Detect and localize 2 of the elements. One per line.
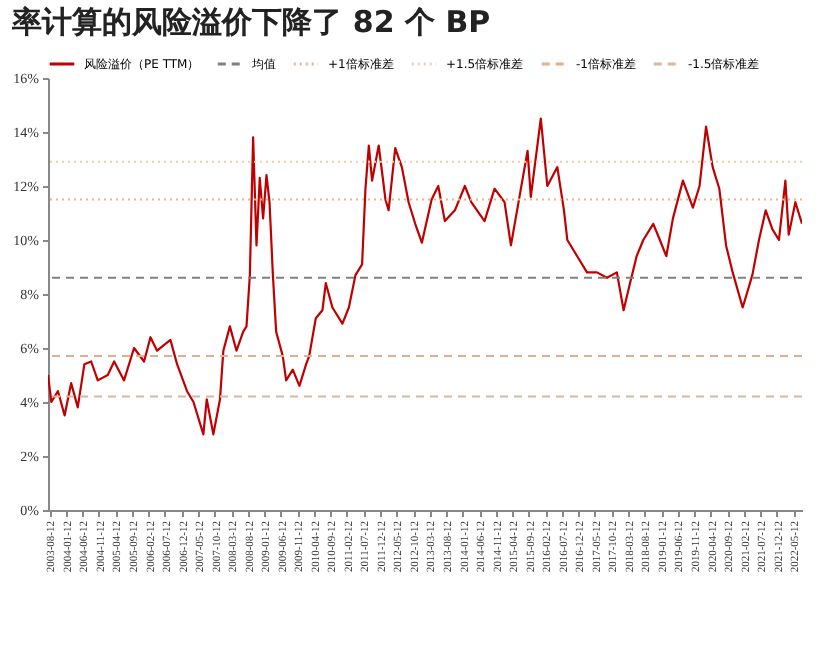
chart-title: 率计算的风险溢价下降了 82 个 BP bbox=[10, 4, 491, 40]
line-series bbox=[48, 117, 802, 436]
